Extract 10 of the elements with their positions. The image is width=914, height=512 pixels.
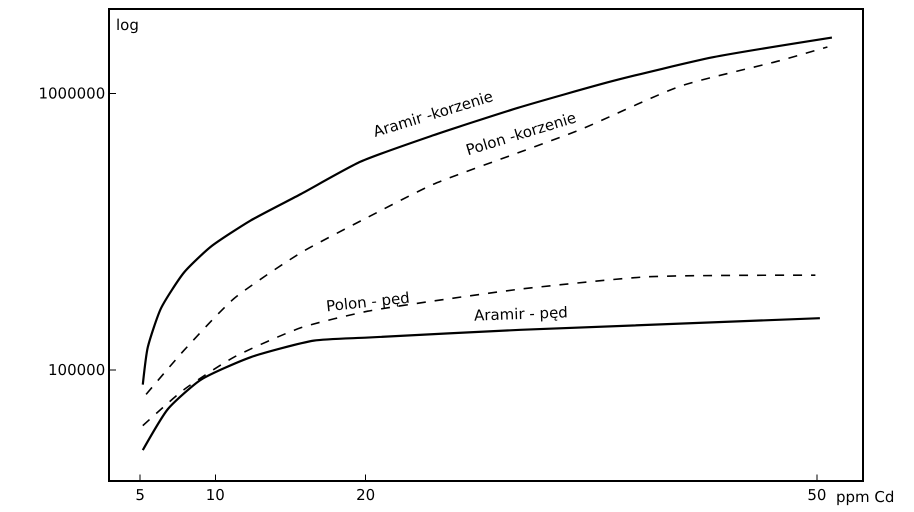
text: Polon - pęd [325,288,411,316]
x-tick-label: 20 [356,486,376,504]
y-tick-label: 100000 [48,361,106,380]
y-tick-label: 1000000 [38,84,106,103]
x-axis-title: ppm Cd [836,488,894,506]
x-tick-label: 10 [206,486,225,504]
y-axis-title: log [116,16,139,34]
x-tick-label: 50 [807,486,826,504]
series-label: Aramir - pęd [474,303,568,325]
x-tick-label: 5 [135,486,145,504]
